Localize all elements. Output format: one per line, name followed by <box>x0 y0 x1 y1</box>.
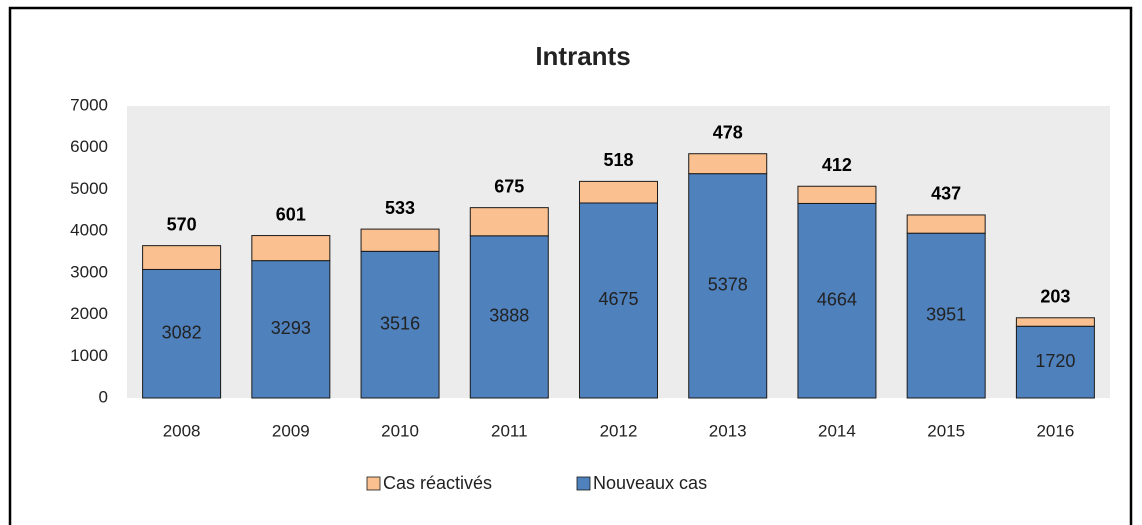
bar-segment <box>251 260 331 399</box>
bar-segment <box>579 180 658 204</box>
chart-title: Intrants <box>535 41 630 71</box>
data-label: 3888 <box>489 306 529 326</box>
x-tick-label: 2013 <box>709 421 747 440</box>
data-label: 3516 <box>380 313 420 333</box>
bar-segment <box>360 250 440 399</box>
bar-segment <box>579 202 658 399</box>
legend-label: Nouveaux cas <box>593 473 707 493</box>
data-label: 3293 <box>271 318 311 338</box>
bar-segment <box>906 214 986 234</box>
data-label: 478 <box>713 122 743 142</box>
x-tick-label: 2012 <box>600 421 638 440</box>
y-tick-label: 5000 <box>70 179 108 198</box>
legend-swatch <box>366 476 381 491</box>
y-tick-label: 2000 <box>70 304 108 323</box>
x-tick-label: 2016 <box>1036 421 1074 440</box>
bar-segment <box>797 185 877 204</box>
y-tick-label: 3000 <box>70 262 108 281</box>
data-label: 518 <box>603 150 633 170</box>
data-label: 3082 <box>162 322 202 342</box>
y-tick-label: 0 <box>99 387 108 406</box>
data-label: 1720 <box>1035 351 1075 371</box>
legend-swatch <box>576 476 591 491</box>
x-tick-label: 2008 <box>163 421 201 440</box>
legend-label: Cas réactivés <box>383 473 492 493</box>
x-tick-label: 2015 <box>927 421 965 440</box>
data-label: 570 <box>167 214 197 234</box>
data-label: 203 <box>1040 287 1070 307</box>
bar-segment <box>251 235 331 262</box>
bar-segment <box>142 245 222 270</box>
y-tick-label: 6000 <box>70 137 108 156</box>
bar-segment <box>360 228 440 252</box>
x-tick-label: 2010 <box>381 421 419 440</box>
data-label: 675 <box>494 176 524 196</box>
bar-segment <box>688 153 768 175</box>
bar-segment <box>142 268 222 399</box>
data-label: 437 <box>931 184 961 204</box>
x-tick-label: 2009 <box>272 421 310 440</box>
y-tick-label: 1000 <box>70 346 108 365</box>
bar-segment <box>688 173 768 399</box>
data-label: 601 <box>276 204 306 224</box>
bar-segment <box>469 207 549 237</box>
data-label: 3951 <box>926 304 966 324</box>
data-label: 4675 <box>598 289 638 309</box>
y-tick-label: 4000 <box>70 221 108 240</box>
x-tick-label: 2011 <box>491 421 528 440</box>
bar-segment <box>797 202 877 399</box>
bar-segment <box>1015 317 1095 327</box>
data-label: 533 <box>385 198 415 218</box>
x-tick-label: 2014 <box>818 421 856 440</box>
data-label: 4664 <box>817 289 857 309</box>
data-label: 412 <box>822 155 852 175</box>
y-tick-label: 7000 <box>70 95 108 114</box>
data-label: 5378 <box>708 275 748 295</box>
bar-segment <box>1015 325 1095 399</box>
bar-segment <box>906 232 986 399</box>
bar-segment <box>469 235 549 399</box>
